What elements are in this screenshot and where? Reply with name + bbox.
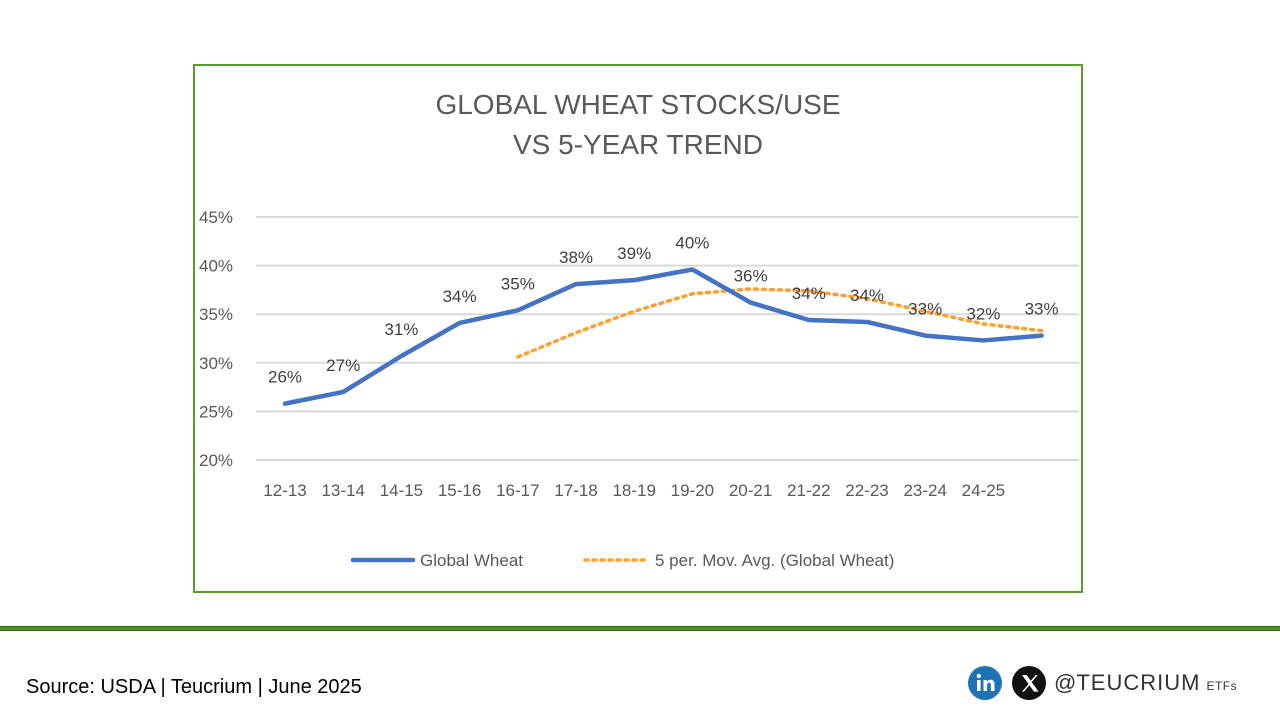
chart-title-line: VS 5-YEAR TREND <box>513 129 763 160</box>
data-label: 39% <box>617 244 651 263</box>
x-tick-label: 18-19 <box>612 481 655 500</box>
y-tick-label: 40% <box>199 257 233 276</box>
data-label: 34% <box>850 286 884 305</box>
x-tick-label: 22-23 <box>845 481 888 500</box>
brand-name: TEUCRIUM <box>1076 670 1201 695</box>
series-line-global-wheat <box>282 267 1044 406</box>
data-label: 40% <box>675 233 709 252</box>
y-tick-label: 30% <box>199 354 233 373</box>
handle-at: @ <box>1054 670 1077 695</box>
y-tick-label: 35% <box>199 305 233 324</box>
data-label: 32% <box>966 304 1000 323</box>
legend-label-moving-average: 5 per. Mov. Avg. (Global Wheat) <box>655 551 894 570</box>
data-label: 33% <box>1025 300 1059 319</box>
series-line-moving-average <box>516 287 1044 359</box>
data-label: 35% <box>501 274 535 293</box>
brand-suffix: ETFs <box>1206 679 1238 693</box>
x-tick-label: 21-22 <box>787 481 830 500</box>
data-label: 26% <box>268 368 302 387</box>
data-label: 34% <box>792 284 826 303</box>
y-tick-label: 25% <box>199 402 233 421</box>
x-tick-label: 20-21 <box>729 481 772 500</box>
x-tick-label: 16-17 <box>496 481 539 500</box>
x-tick-label: 12-13 <box>263 481 306 500</box>
chart-svg: GLOBAL WHEAT STOCKS/USE VS 5-YEAR TREND 20… <box>199 89 1079 570</box>
social-bar: @ TEUCRIUM ETFs <box>968 665 1237 701</box>
x-tick-label: 24-25 <box>962 481 1005 500</box>
chart-title-line: GLOBAL WHEAT STOCKS/USE <box>435 89 840 120</box>
linkedin-icon[interactable] <box>968 666 1002 700</box>
source-note: Source: USDA | Teucrium | June 2025 <box>26 676 362 698</box>
data-label: 36% <box>734 267 768 286</box>
footer-divider <box>0 626 1280 631</box>
x-icon[interactable] <box>1012 666 1046 700</box>
chart-frame: GLOBAL WHEAT STOCKS/USE VS 5-YEAR TREND 20… <box>193 64 1083 593</box>
data-label: 33% <box>908 300 942 319</box>
y-tick-label: 20% <box>199 451 233 470</box>
x-tick-label: 14-15 <box>380 481 423 500</box>
x-tick-label: 19-20 <box>671 481 714 500</box>
brand-handle[interactable]: @ TEUCRIUM ETFs <box>1054 670 1237 696</box>
x-tick-label: 15-16 <box>438 481 481 500</box>
legend-label-global-wheat: Global Wheat <box>420 551 523 570</box>
y-tick-label: 45% <box>199 208 233 227</box>
x-tick-label: 23-24 <box>903 481 946 500</box>
data-label: 27% <box>326 356 360 375</box>
x-tick-label: 17-18 <box>554 481 597 500</box>
x-tick-label: 13-14 <box>321 481 364 500</box>
data-label: 38% <box>559 248 593 267</box>
data-label: 31% <box>384 320 418 339</box>
data-label: 34% <box>443 287 477 306</box>
